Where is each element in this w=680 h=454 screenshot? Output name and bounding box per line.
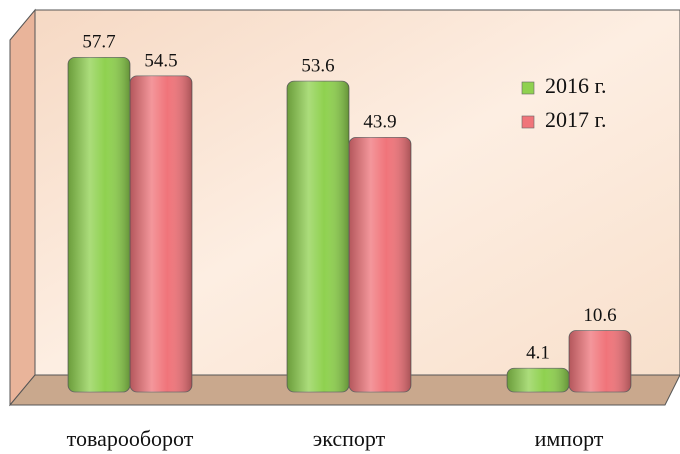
bar-shine [507,368,569,392]
data-label: 53.6 [301,55,334,76]
legend-marker [521,115,535,129]
data-label: 10.6 [583,305,616,326]
legend-label: 2017 г. [545,107,607,132]
x-tick-label: импорт [535,426,604,451]
data-label: 43.9 [363,112,396,133]
x-tick-label: экспорт [313,426,386,451]
x-tick-label: товарооборот [67,426,194,451]
bar-shine [130,75,192,393]
legend-marker [521,81,535,95]
data-label: 4.1 [526,343,550,364]
bar-shine [287,81,349,393]
legend-label: 2016 г. [545,73,607,98]
data-label: 54.5 [144,50,177,71]
data-label: 57.7 [82,32,115,53]
bar-shine [569,330,631,392]
bar-shine [68,57,130,393]
side-wall [9,8,36,407]
bar-shine [349,137,411,392]
